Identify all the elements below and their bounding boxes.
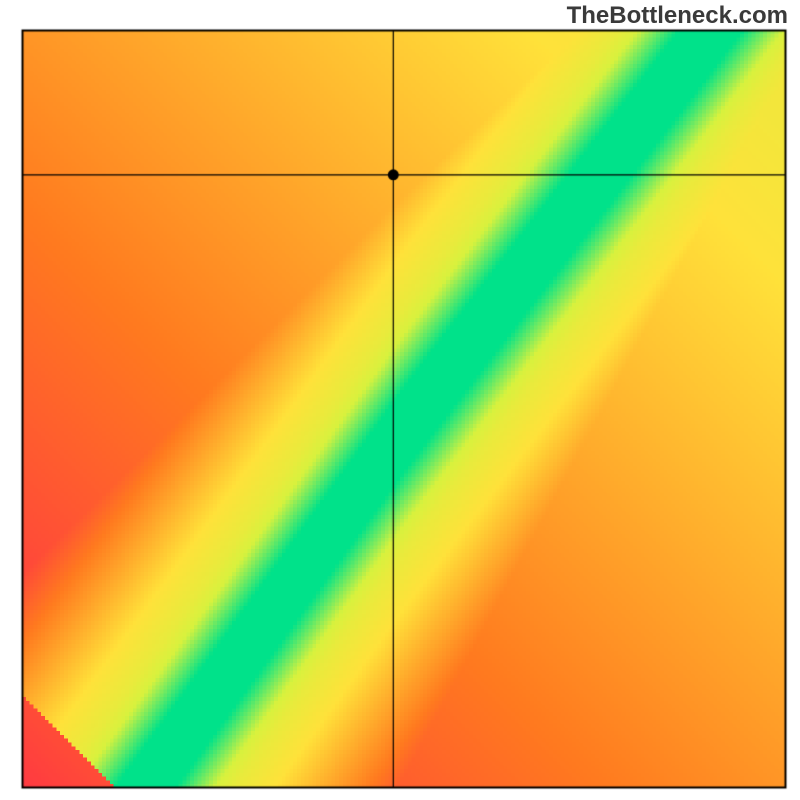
watermark-text: TheBottleneck.com [567,2,788,30]
crosshair-overlay [0,0,800,800]
chart-container: TheBottleneck.com [0,0,800,800]
